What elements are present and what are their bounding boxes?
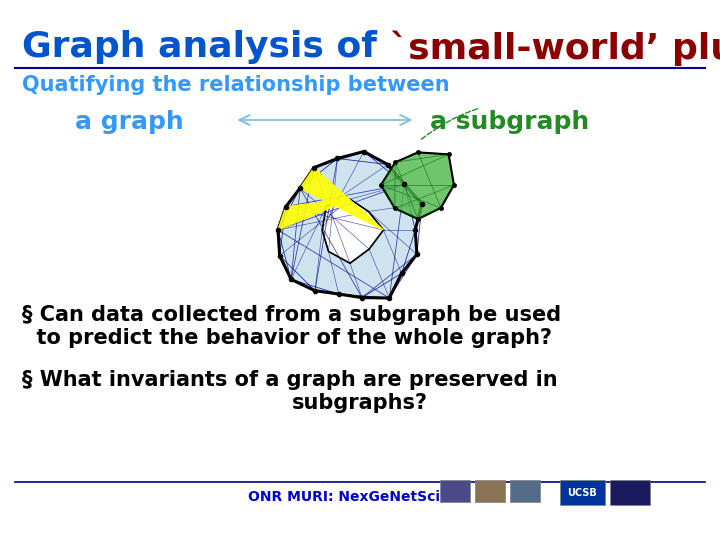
Text: ONR MURI: NexGeNetSci: ONR MURI: NexGeNetSci (248, 490, 440, 504)
Polygon shape (381, 152, 454, 219)
Text: UCSB: UCSB (567, 488, 597, 498)
Text: a graph: a graph (75, 110, 184, 134)
Text: a subgraph: a subgraph (430, 110, 589, 134)
Bar (610, 480, 650, 505)
FancyArrowPatch shape (240, 115, 410, 125)
Bar (560, 480, 605, 505)
Bar (510, 480, 540, 502)
Polygon shape (278, 152, 422, 298)
Text: § What invariants of a graph are preserved in: § What invariants of a graph are preserv… (22, 370, 557, 390)
Text: Graph analysis of: Graph analysis of (22, 30, 390, 64)
Text: Quatifying the relationship between: Quatifying the relationship between (22, 75, 449, 95)
Text: § Can data collected from a subgraph be used: § Can data collected from a subgraph be … (22, 305, 561, 325)
Bar (440, 480, 470, 502)
Text: subgraphs?: subgraphs? (292, 393, 428, 413)
Polygon shape (278, 199, 350, 230)
Text: `small-world’ plus: `small-world’ plus (390, 30, 720, 65)
Polygon shape (322, 199, 384, 264)
Text: to predict the behavior of the whole graph?: to predict the behavior of the whole gra… (22, 328, 552, 348)
Bar (475, 480, 505, 502)
Polygon shape (300, 167, 384, 230)
